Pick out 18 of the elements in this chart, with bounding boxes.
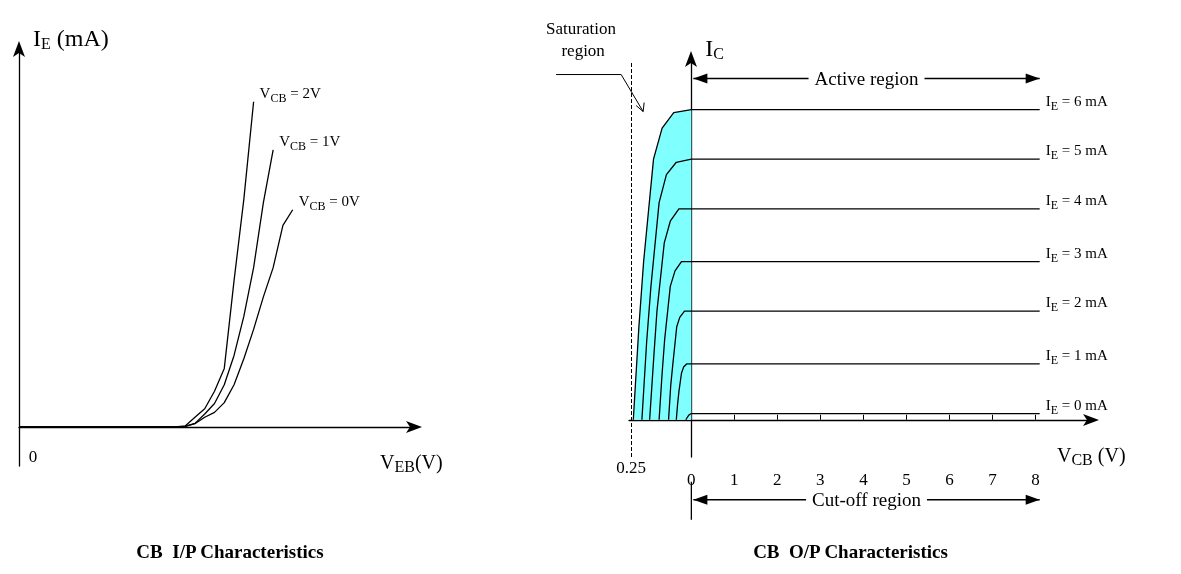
x-tick-label: 7: [988, 470, 998, 489]
x-tick-label: 6: [945, 470, 954, 489]
text: Saturation region: [546, 19, 621, 61]
text: Active region: [814, 68, 919, 90]
text: 0: [28, 447, 38, 467]
text: Cut-off region: [812, 489, 922, 511]
annotation: 0.25: [616, 458, 647, 478]
y-axis-title: IE (mA): [33, 25, 109, 52]
y-axis-title: IC: [705, 35, 725, 62]
x-tick-label: 1: [730, 470, 739, 489]
x-tick-label: 5: [902, 470, 911, 489]
x-tick-label: 2: [773, 470, 782, 489]
x-tick-label: 4: [859, 470, 869, 489]
text: CB I/P Characteristics: [136, 541, 324, 562]
x-tick-label: 0: [687, 470, 696, 489]
x-tick-label: 3: [816, 470, 825, 489]
text: CB O/P Characteristics: [753, 541, 948, 562]
x-tick-label: 8: [1031, 470, 1040, 489]
